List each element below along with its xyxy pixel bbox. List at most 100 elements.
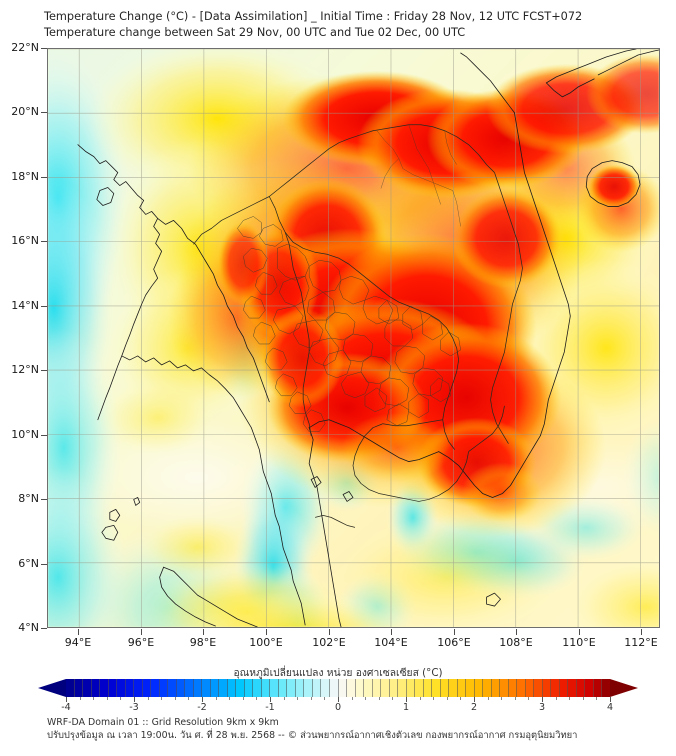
colorbar-minor-tick bbox=[378, 697, 380, 700]
y-tick bbox=[41, 499, 47, 500]
colorbar-cell bbox=[244, 679, 254, 697]
colorbar-over-arrow bbox=[610, 679, 638, 697]
colorbar-minor-tick bbox=[79, 697, 81, 700]
colorbar-tick-label: -3 bbox=[129, 702, 139, 713]
colorbar-major-tick bbox=[66, 697, 67, 702]
colorbar-cell bbox=[66, 679, 75, 697]
x-tick bbox=[579, 629, 580, 635]
colorbar-axis: -4 -3 -2 -1 0 1 2 3 4 bbox=[38, 697, 638, 715]
x-axis-label-106E: 106°E bbox=[437, 636, 471, 649]
colorbar-cell bbox=[185, 679, 194, 697]
y-tick bbox=[41, 370, 47, 371]
colorbar-cell bbox=[287, 679, 296, 697]
coastlines-and-borders bbox=[77, 49, 659, 627]
colorbar-cell bbox=[534, 679, 543, 697]
colorbar-cell bbox=[364, 679, 373, 697]
colorbar-cell bbox=[270, 679, 279, 697]
y-axis-label-12N: 12°N bbox=[11, 363, 39, 376]
colorbar-cell bbox=[100, 679, 109, 697]
colorbar-cell bbox=[142, 679, 152, 697]
colorbar-major-tick bbox=[406, 697, 407, 702]
colorbar-cell bbox=[559, 679, 569, 697]
y-axis-label-14N: 14°N bbox=[11, 299, 39, 312]
colorbar-minor-tick bbox=[324, 697, 326, 700]
colorbar-major-tick bbox=[270, 697, 271, 702]
colorbar-minor-tick bbox=[283, 697, 285, 700]
colorbar-under-arrow bbox=[38, 679, 66, 697]
colorbar-cell bbox=[219, 679, 228, 697]
colorbar-cell bbox=[585, 679, 594, 697]
y-tick bbox=[41, 241, 47, 242]
colorbar-minor-tick bbox=[501, 697, 503, 700]
colorbar-minor-tick bbox=[514, 697, 516, 700]
y-tick bbox=[41, 306, 47, 307]
colorbar-cell bbox=[193, 679, 203, 697]
title-line-1: Temperature Change (°C) - [Data Assimila… bbox=[44, 10, 583, 23]
colorbar-major-tick bbox=[542, 697, 543, 702]
colorbar-minor-tick bbox=[188, 697, 190, 700]
x-axis-label-110E: 110°E bbox=[562, 636, 596, 649]
colorbar-cell bbox=[576, 679, 586, 697]
y-axis-label-20N: 20°N bbox=[11, 105, 39, 118]
colorbar-minor-tick bbox=[351, 697, 353, 700]
colorbar-cell bbox=[602, 679, 610, 697]
colorbar-cell bbox=[398, 679, 407, 697]
colorbar-minor-tick bbox=[161, 697, 163, 700]
y-axis-label-4N: 4°N bbox=[18, 621, 39, 634]
colorbar-minor-tick bbox=[555, 697, 557, 700]
colorbar-cell bbox=[466, 679, 475, 697]
colorbar-cell bbox=[236, 679, 245, 697]
colorbar-cell bbox=[74, 679, 84, 697]
colorbar-cell bbox=[500, 679, 509, 697]
x-tick bbox=[641, 629, 642, 635]
y-axis-label-8N: 8°N bbox=[18, 492, 39, 505]
colorbar-minor-tick bbox=[229, 697, 231, 700]
colorbar-cell bbox=[491, 679, 501, 697]
colorbar-cell bbox=[423, 679, 433, 697]
colorbar-cell bbox=[389, 679, 399, 697]
colorbar-major-tick bbox=[474, 697, 475, 702]
colorbar-cell bbox=[329, 679, 339, 697]
y-tick bbox=[41, 48, 47, 49]
colorbar-cell bbox=[551, 679, 560, 697]
colorbar-cell bbox=[176, 679, 186, 697]
colorbar-tick-label: -2 bbox=[197, 702, 207, 713]
colorbar-tick-label: 3 bbox=[538, 702, 546, 713]
footer-line-credit: ปรับปรุงข้อมูล ณ เวลา 19:00น. วัน ศ. ที่… bbox=[47, 730, 578, 741]
colorbar[interactable] bbox=[38, 679, 638, 697]
colorbar-minor-tick bbox=[215, 697, 217, 700]
temperature-change-field bbox=[48, 49, 659, 627]
y-tick bbox=[41, 435, 47, 436]
colorbar-cell bbox=[312, 679, 322, 697]
x-axis-label-94E: 94°E bbox=[64, 636, 92, 649]
y-axis-label-16N: 16°N bbox=[11, 234, 39, 247]
colorbar-minor-tick bbox=[460, 697, 462, 700]
colorbar-cell bbox=[457, 679, 467, 697]
colorbar-minor-tick bbox=[242, 697, 244, 700]
chart-title-block: Temperature Change (°C) - [Data Assimila… bbox=[44, 9, 664, 40]
colorbar-cell bbox=[381, 679, 390, 697]
y-axis-label-22N: 22°N bbox=[11, 41, 39, 54]
y-tick bbox=[41, 177, 47, 178]
colorbar-gradient[interactable] bbox=[66, 679, 610, 697]
colorbar-minor-tick bbox=[120, 697, 122, 700]
y-axis-label-10N: 10°N bbox=[11, 428, 39, 441]
colorbar-cell bbox=[91, 679, 101, 697]
y-axis-label-6N: 6°N bbox=[18, 557, 39, 570]
colorbar-cell bbox=[134, 679, 143, 697]
colorbar-minor-tick bbox=[297, 697, 299, 700]
colorbar-cell bbox=[593, 679, 603, 697]
x-tick bbox=[78, 629, 79, 635]
x-axis-label-100E: 100°E bbox=[249, 636, 283, 649]
x-axis-label-102E: 102°E bbox=[312, 636, 346, 649]
colorbar-cell bbox=[151, 679, 160, 697]
x-axis-label-112E: 112°E bbox=[624, 636, 658, 649]
colorbar-minor-tick bbox=[256, 697, 258, 700]
colorbar-major-tick bbox=[202, 697, 203, 702]
x-tick bbox=[391, 629, 392, 635]
colorbar-cell bbox=[508, 679, 518, 697]
colorbar-minor-tick bbox=[147, 697, 149, 700]
x-tick bbox=[141, 629, 142, 635]
colorbar-cell bbox=[568, 679, 577, 697]
x-tick bbox=[329, 629, 330, 635]
